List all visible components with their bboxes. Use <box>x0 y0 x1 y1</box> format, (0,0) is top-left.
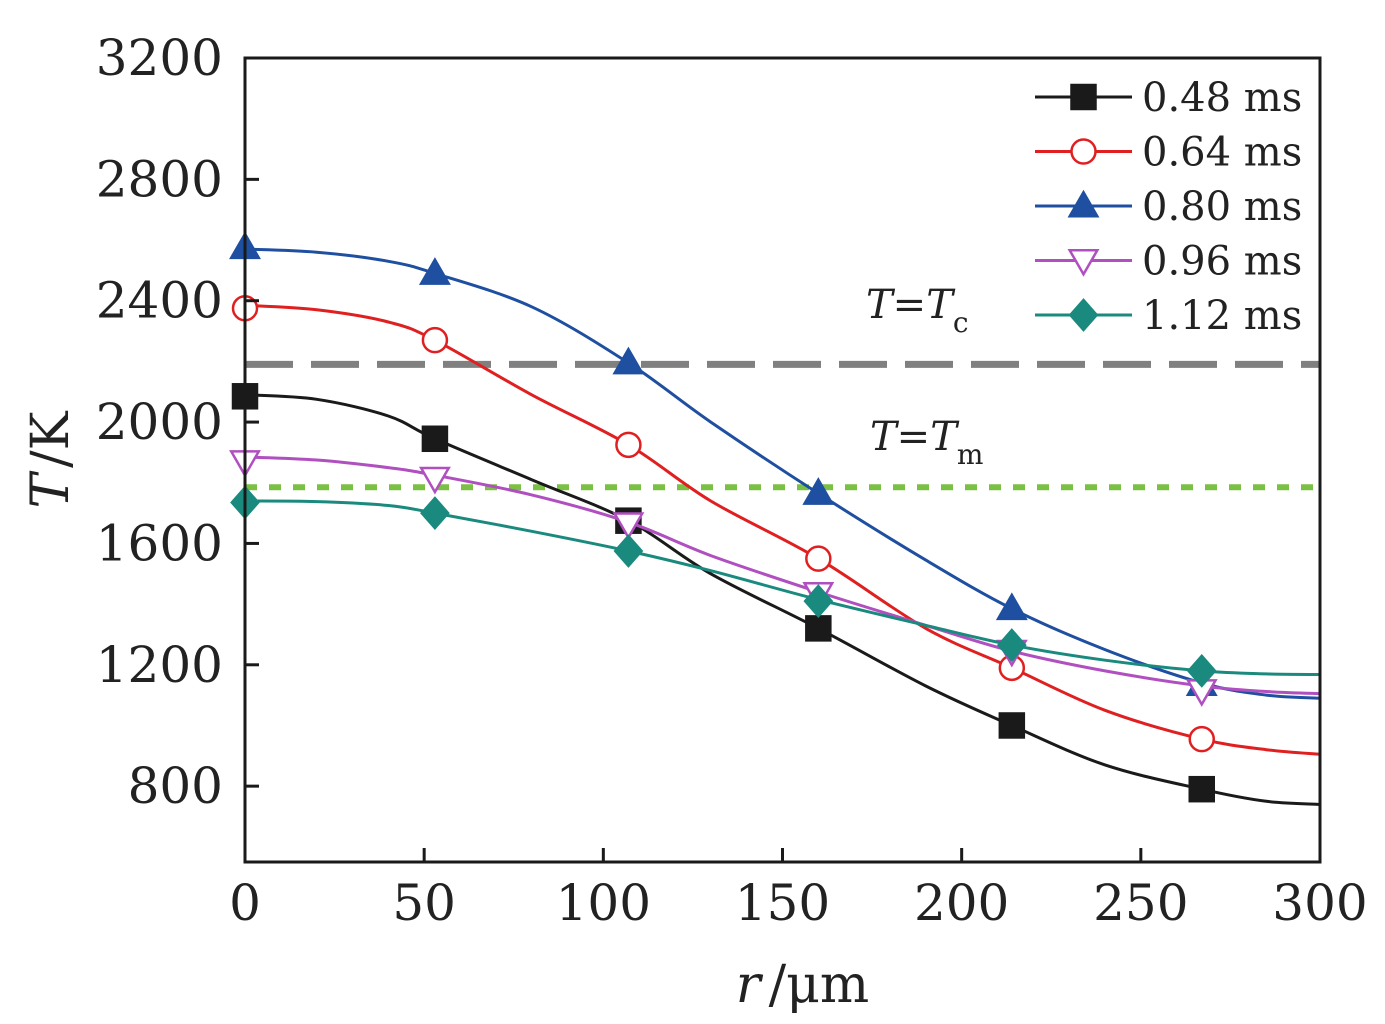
legend-label: 0.48 ms <box>1142 75 1302 121</box>
y-axis-variable: T <box>21 471 81 509</box>
series-1 <box>231 383 1321 806</box>
legend-item: 0.96 ms <box>1035 239 1302 285</box>
legend-label: 0.80 ms <box>1142 184 1302 230</box>
series-line <box>244 393 1321 806</box>
legend-item: 1.12 ms <box>1035 293 1302 339</box>
legend-item: 0.80 ms <box>1035 184 1302 230</box>
data-point-marker <box>1186 653 1217 688</box>
data-point-marker <box>803 584 834 618</box>
data-point-marker <box>612 346 645 375</box>
data-point-marker <box>421 326 449 354</box>
data-point-marker <box>995 592 1028 621</box>
x-tick-label: 250 <box>1093 874 1188 932</box>
legend-label: 1.12 ms <box>1142 293 1302 339</box>
data-point-marker <box>420 496 450 530</box>
data-point-marker <box>418 257 451 285</box>
series-5 <box>230 485 1321 688</box>
data-point-marker <box>418 466 451 495</box>
y-tick-label: 2000 <box>96 393 223 451</box>
annotation-subscript: m <box>957 438 984 471</box>
reference-lines <box>245 360 1320 491</box>
data-point-marker <box>805 545 832 572</box>
legend-marker <box>1068 298 1099 332</box>
data-point-marker <box>1188 725 1215 753</box>
y-axis-unit: /K <box>21 410 81 468</box>
x-axis-variable: r <box>736 955 764 1015</box>
plot-frame <box>243 56 1322 864</box>
y-tick-label: 2400 <box>96 272 223 330</box>
x-axis-unit: /μm <box>769 955 870 1015</box>
series-line <box>244 455 1321 696</box>
data-point-marker <box>1188 775 1215 803</box>
legend-item: 0.48 ms <box>1035 75 1302 121</box>
annotation-tm: T=Tm <box>870 414 983 471</box>
x-tick-label: 0 <box>229 874 261 932</box>
legend-marker <box>1067 189 1100 218</box>
x-axis-title: r/μm <box>736 955 869 1015</box>
x-tick-label: 50 <box>392 874 456 932</box>
y-tick-label: 1200 <box>96 636 223 694</box>
series-layer <box>229 231 1321 806</box>
x-tick-label: 150 <box>735 874 830 932</box>
data-point-marker <box>802 477 835 505</box>
legend-marker <box>1067 249 1100 277</box>
data-point-marker <box>615 431 642 459</box>
legend: 0.48 ms 0.64 ms 0.80 ms 0.96 ms 1.12 ms <box>1035 75 1302 339</box>
data-point-marker <box>613 534 644 568</box>
data-point-marker <box>996 628 1027 662</box>
x-tick-label: 200 <box>914 874 1009 932</box>
y-tick-label: 800 <box>128 757 223 815</box>
data-point-marker <box>612 512 645 541</box>
series-line <box>244 247 1321 700</box>
data-point-marker <box>421 425 449 453</box>
data-point-marker <box>998 712 1026 739</box>
y-tick-label: 1600 <box>96 514 223 572</box>
x-tick-label: 300 <box>1272 874 1367 932</box>
x-tick-label: 100 <box>556 874 651 932</box>
axes: 0 50 100 150 200 250 300 800 1200 1600 2000 2400 280… <box>21 29 1368 1015</box>
legend-label: 0.96 ms <box>1142 239 1302 285</box>
annotations: T=Tc T=Tm <box>866 282 983 471</box>
annotation-tc: T=Tc <box>866 282 969 339</box>
legend-marker <box>1070 83 1097 111</box>
y-axis-title: T/K <box>21 410 81 508</box>
y-tick-label: 3200 <box>96 29 223 87</box>
series-line <box>244 303 1321 756</box>
legend-item: 0.64 ms <box>1035 130 1302 176</box>
series-line <box>244 499 1321 676</box>
legend-label: 0.64 ms <box>1142 130 1302 176</box>
annotation-subscript: c <box>953 306 969 339</box>
y-tick-label: 2800 <box>96 150 223 208</box>
data-point-marker <box>805 615 832 642</box>
legend-marker <box>1070 138 1097 165</box>
